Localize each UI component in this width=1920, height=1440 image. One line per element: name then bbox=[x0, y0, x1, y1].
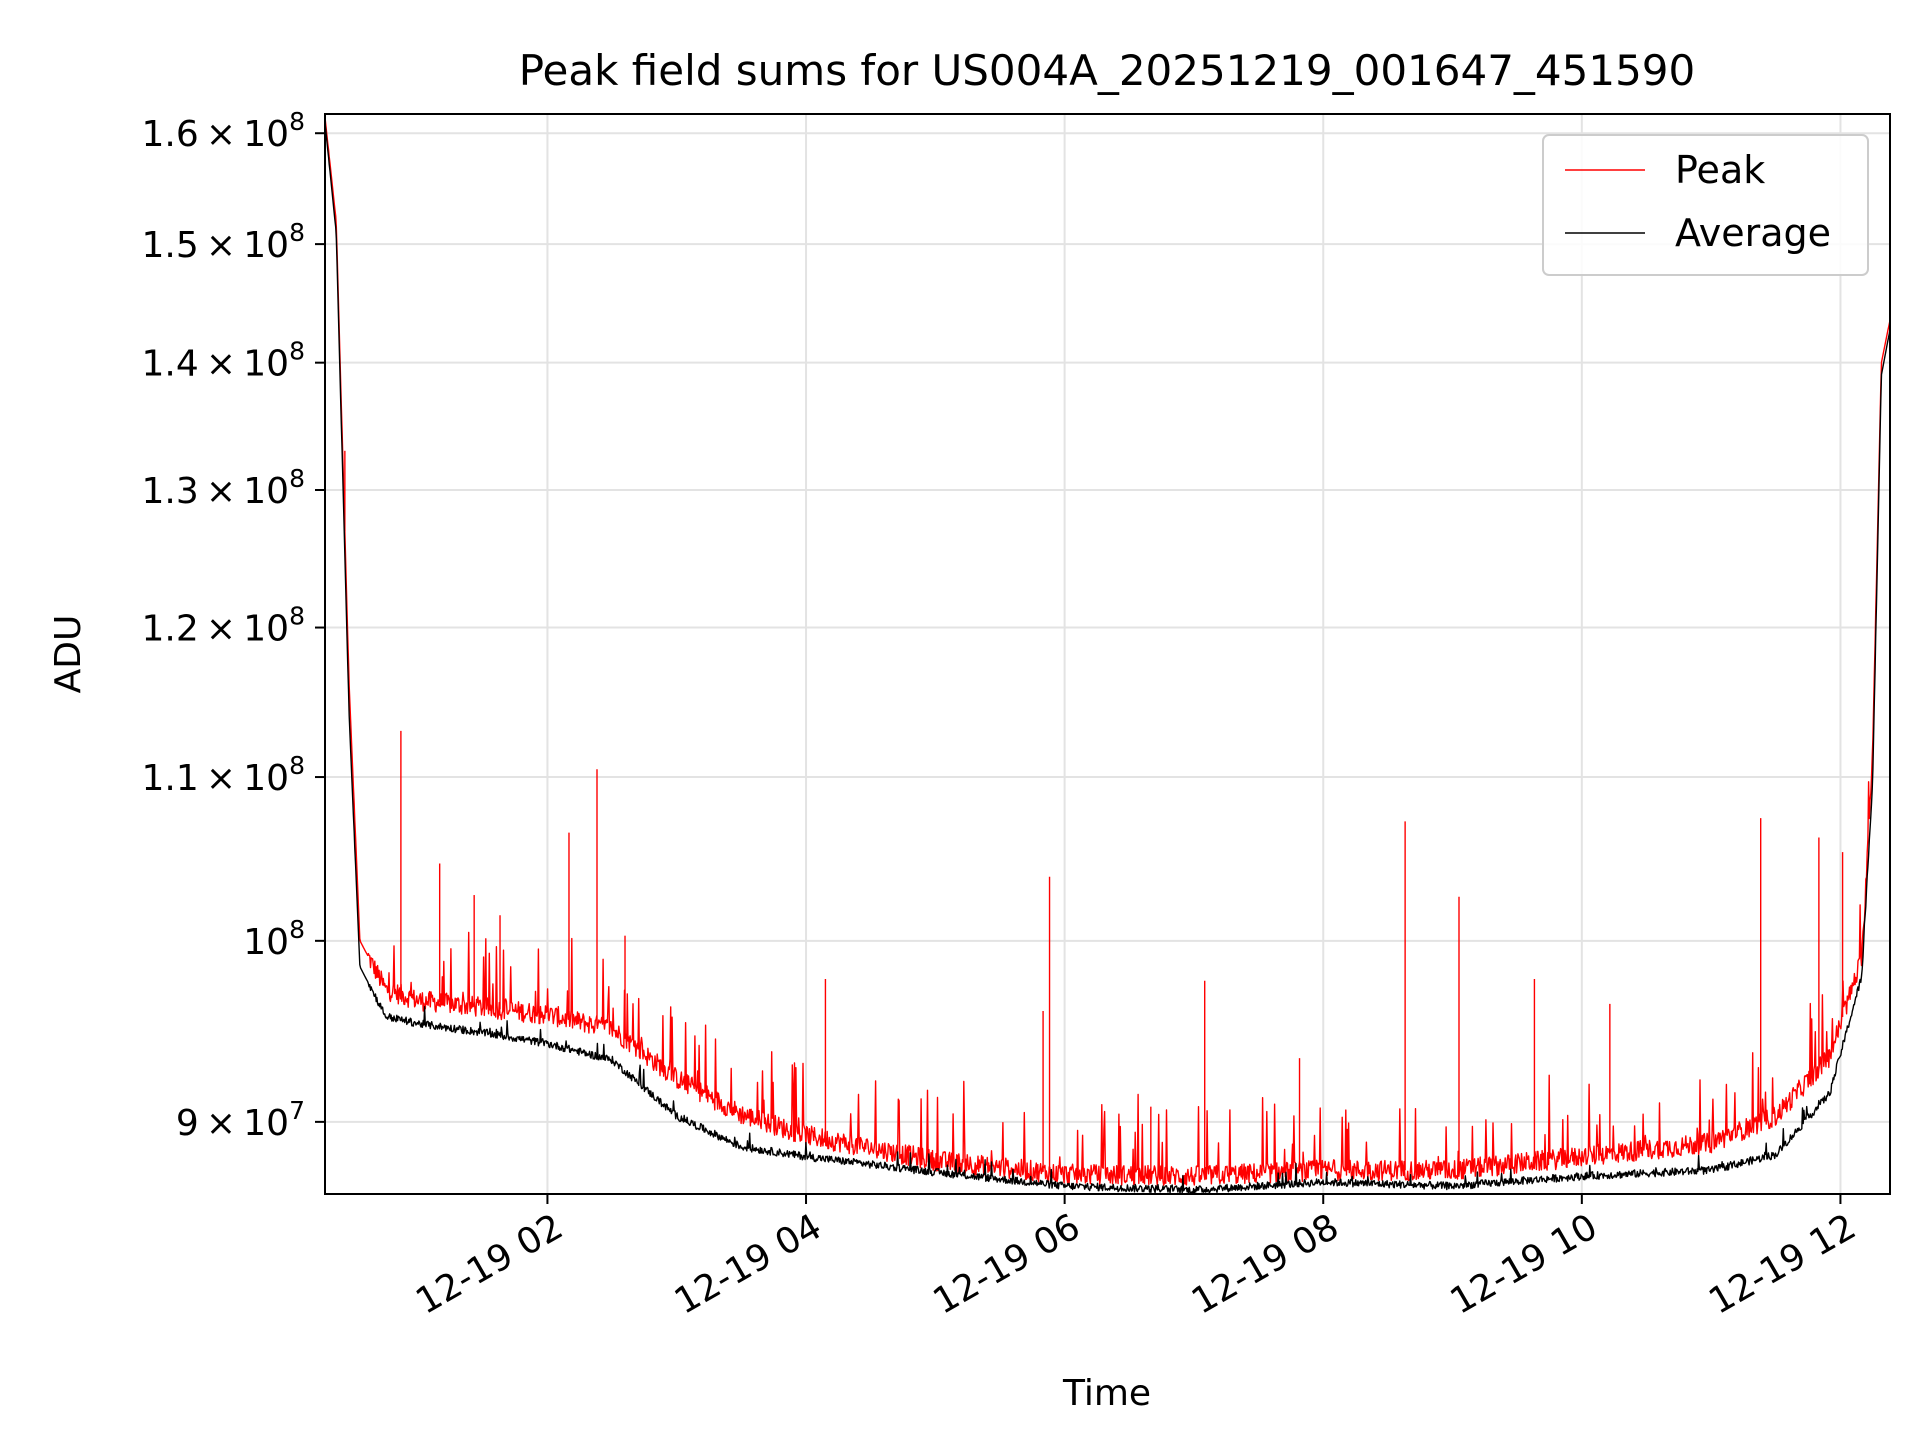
y-tick-label: 1.6 × 108 bbox=[141, 107, 305, 155]
legend-label-average: Average bbox=[1675, 211, 1831, 255]
y-tick-label: 108 bbox=[243, 915, 305, 963]
y-tick-label: 1.5 × 108 bbox=[141, 218, 305, 266]
y-axis: 9 × 107 108 1.1 × 108 1.2 × 108 1.3 × 108 1.4… bbox=[141, 107, 325, 1144]
series-line-peak bbox=[325, 117, 1890, 1186]
series-layer bbox=[325, 117, 1890, 1194]
x-axis-label: Time bbox=[1062, 1373, 1151, 1414]
y-tick-label: 9 × 107 bbox=[176, 1096, 305, 1144]
y-tick-label: 1.2 × 108 bbox=[141, 602, 305, 650]
legend-label-peak: Peak bbox=[1675, 148, 1765, 192]
chart-title: Peak field sums for US004A_20251219_0016… bbox=[519, 46, 1696, 95]
y-axis-label: ADU bbox=[48, 615, 89, 694]
series-line-average bbox=[325, 122, 1890, 1194]
legend: Peak Average bbox=[1542, 134, 1869, 276]
y-tick-label: 1.3 × 108 bbox=[141, 464, 305, 512]
grid-lines bbox=[325, 114, 1890, 1194]
y-tick-label: 1.4 × 108 bbox=[141, 337, 305, 385]
y-tick-label: 1.1 × 108 bbox=[141, 751, 305, 799]
plot-frame bbox=[324, 113, 1891, 1195]
